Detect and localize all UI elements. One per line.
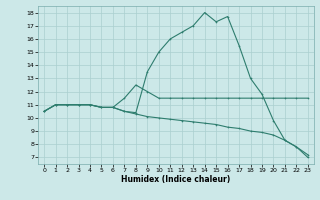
- X-axis label: Humidex (Indice chaleur): Humidex (Indice chaleur): [121, 175, 231, 184]
